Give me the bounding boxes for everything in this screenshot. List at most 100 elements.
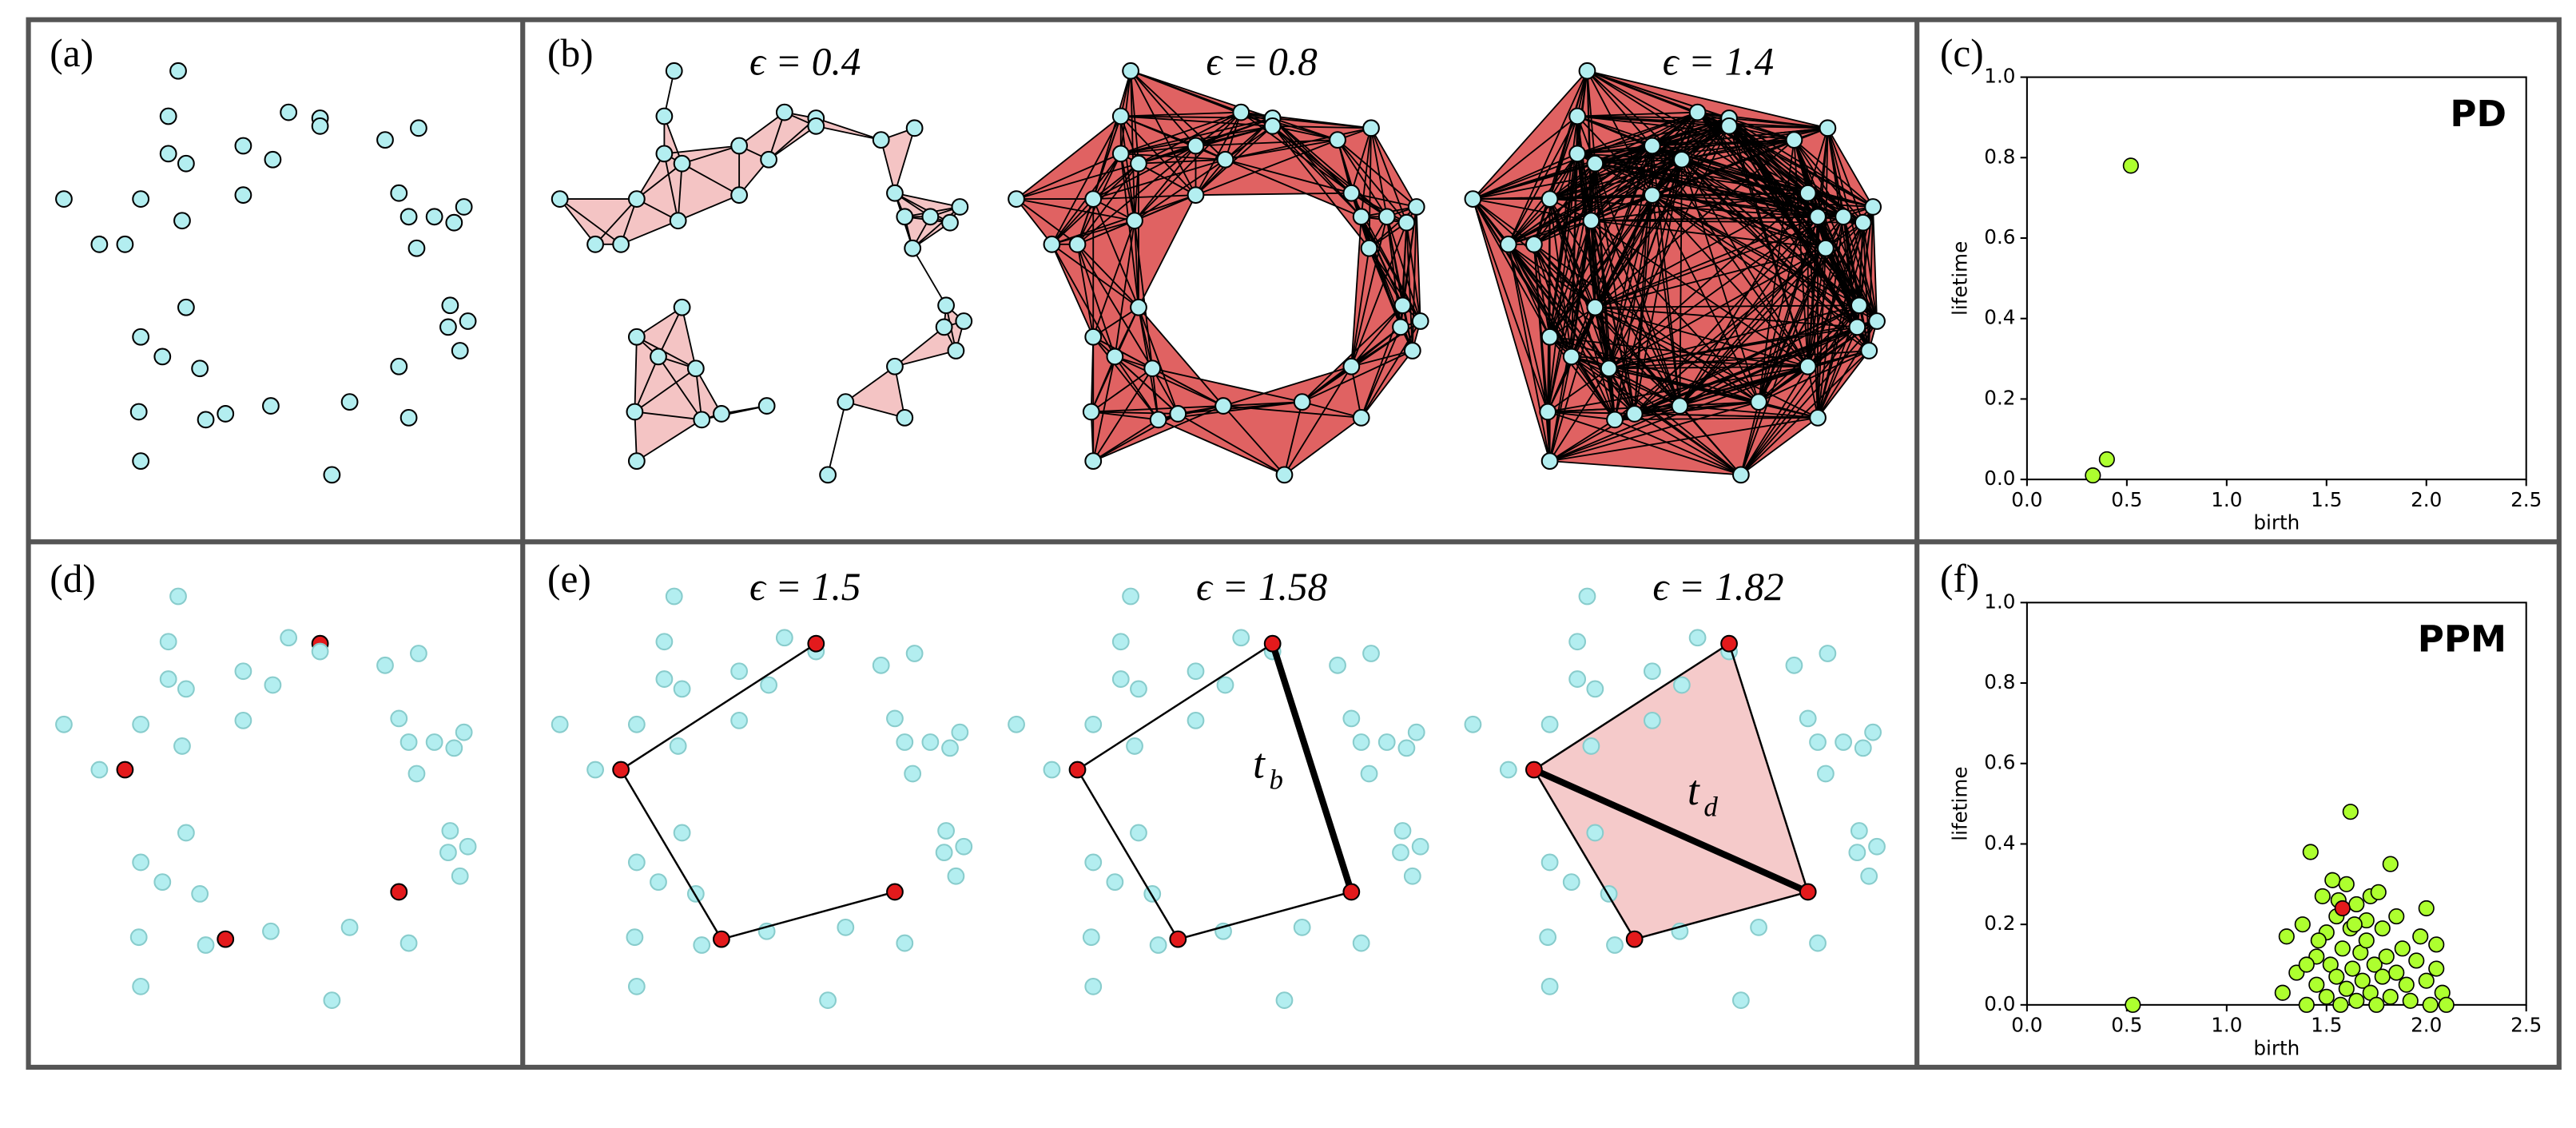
panel-label: (a)	[50, 31, 93, 75]
edge	[1591, 220, 1827, 249]
point	[55, 190, 73, 208]
point	[234, 137, 252, 155]
simplex	[739, 112, 785, 160]
edge	[1368, 248, 1421, 322]
panel-label: (d)	[50, 557, 96, 601]
point	[665, 62, 683, 80]
point	[1377, 208, 1396, 226]
simplex	[1195, 140, 1352, 196]
edge	[1807, 128, 1829, 193]
point	[390, 357, 408, 375]
edge	[1360, 350, 1413, 419]
edge	[1114, 355, 1179, 415]
point	[627, 190, 646, 208]
point	[896, 408, 914, 427]
simplex	[1284, 402, 1362, 475]
edge	[845, 401, 905, 419]
edge	[1548, 220, 1592, 338]
edge	[1016, 198, 1053, 245]
edge	[1370, 127, 1408, 224]
edge	[1016, 153, 1122, 200]
point	[262, 397, 280, 415]
edge	[1360, 327, 1401, 419]
edge	[1051, 244, 1095, 338]
edge	[1177, 413, 1285, 476]
point	[951, 198, 969, 216]
edge	[677, 163, 683, 221]
point	[757, 397, 776, 415]
point	[1111, 145, 1130, 163]
point	[941, 213, 959, 232]
edge	[1120, 145, 1196, 155]
edge	[1807, 192, 1874, 208]
point	[937, 296, 955, 315]
edge	[1225, 127, 1372, 161]
point	[280, 103, 298, 121]
edge	[1652, 194, 1860, 307]
edge	[1793, 140, 1809, 367]
edge	[1051, 116, 1122, 245]
edge	[1595, 139, 1795, 165]
edge	[1508, 220, 1592, 245]
edge	[1092, 419, 1159, 462]
edge	[1114, 355, 1224, 407]
point	[1263, 117, 1282, 135]
edge	[1590, 220, 1809, 367]
edge	[1368, 128, 1372, 248]
edge	[1272, 117, 1338, 141]
edge	[658, 307, 683, 357]
point	[586, 235, 604, 253]
edge	[678, 194, 740, 222]
edge	[1576, 153, 1808, 194]
edge	[1222, 405, 1286, 476]
edge	[1549, 162, 1596, 200]
edge	[1302, 350, 1413, 403]
edge	[1350, 216, 1388, 367]
edge	[1577, 127, 1828, 155]
edge	[1472, 115, 1578, 200]
point	[1275, 466, 1294, 484]
edge	[634, 411, 702, 421]
edge	[1862, 222, 1878, 322]
edge	[1114, 220, 1135, 357]
edge	[1222, 365, 1352, 407]
edge	[1195, 112, 1242, 196]
edge	[1302, 304, 1404, 403]
edge	[1807, 192, 1864, 224]
edge	[1093, 194, 1196, 201]
point	[1342, 184, 1361, 202]
panel-label: (e)	[547, 557, 591, 601]
edge	[1350, 128, 1372, 193]
edge	[559, 198, 596, 245]
epsilon-label: ϵ = 0.4	[749, 40, 861, 84]
edge	[1793, 139, 1864, 224]
edge	[1548, 198, 1616, 420]
edge	[1591, 216, 1844, 222]
edge	[1337, 139, 1408, 224]
edge	[1507, 70, 1588, 245]
edge	[1472, 198, 1535, 245]
edge	[1272, 117, 1352, 194]
edge	[1590, 220, 1681, 407]
point	[1393, 296, 1412, 315]
edge	[1120, 111, 1242, 155]
edge	[1134, 220, 1154, 369]
point	[872, 131, 890, 149]
edge	[1091, 411, 1159, 421]
point	[132, 328, 150, 346]
edge	[1591, 192, 1808, 222]
point	[955, 312, 973, 330]
point	[713, 405, 730, 423]
point	[400, 408, 418, 427]
point	[807, 117, 825, 135]
point	[612, 235, 630, 253]
edge	[636, 162, 683, 200]
edge	[1350, 248, 1370, 367]
edge	[1473, 162, 1596, 200]
edge	[1827, 127, 1864, 224]
edge	[1337, 139, 1388, 217]
edge	[1681, 158, 1864, 224]
edge	[1225, 139, 1338, 161]
point	[627, 328, 646, 346]
point	[217, 405, 235, 423]
